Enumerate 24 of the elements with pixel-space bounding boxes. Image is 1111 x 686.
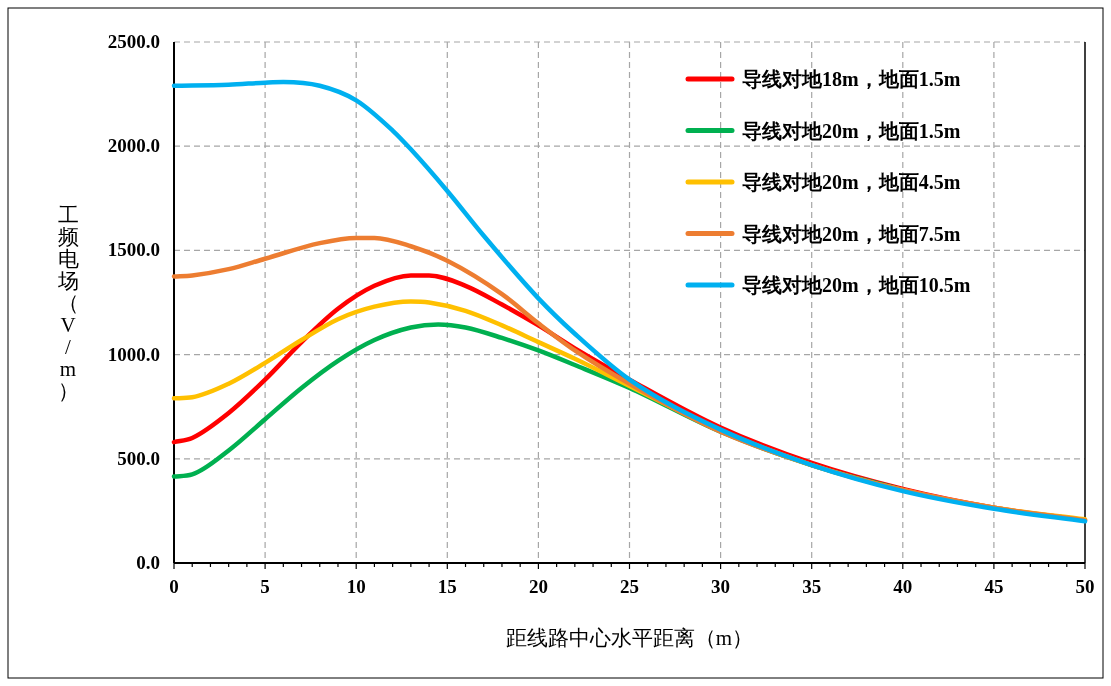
y-tick-label: 1000.0 (107, 343, 160, 365)
x-tick-label: 5 (260, 576, 270, 597)
legend-label: 导线对地20m，地面4.5m (742, 171, 961, 193)
x-tick-label: 0 (169, 576, 179, 597)
x-axis-title: 距线路中心水平距离（m） (505, 626, 754, 650)
x-tick-label: 45 (984, 576, 1004, 597)
y-tick-label: 2000.0 (107, 135, 160, 157)
x-tick-label: 25 (620, 576, 639, 597)
x-tick-label: 35 (802, 576, 822, 597)
x-tick-label: 50 (1075, 576, 1095, 597)
y-tick-label: 0.0 (136, 552, 160, 573)
x-tick-label: 15 (437, 576, 457, 597)
legend-label: 导线对地20m，地面7.5m (742, 222, 961, 245)
text: 工频电场（V/m） (57, 202, 79, 403)
legend-label: 导线对地20m，地面10.5m (742, 274, 971, 296)
legend-label: 导线对地18m，地面1.5m (742, 68, 961, 90)
y-tick-label: 1500.0 (107, 239, 160, 261)
y-tick-label: 2500.0 (107, 31, 160, 52)
x-tick-label: 30 (711, 576, 731, 597)
x-tick-label: 40 (893, 576, 913, 597)
x-tick-label: 20 (528, 576, 548, 597)
y-tick-label: 500.0 (117, 447, 160, 469)
legend-label: 导线对地20m，地面1.5m (742, 119, 961, 142)
x-tick-label: 10 (346, 576, 366, 597)
